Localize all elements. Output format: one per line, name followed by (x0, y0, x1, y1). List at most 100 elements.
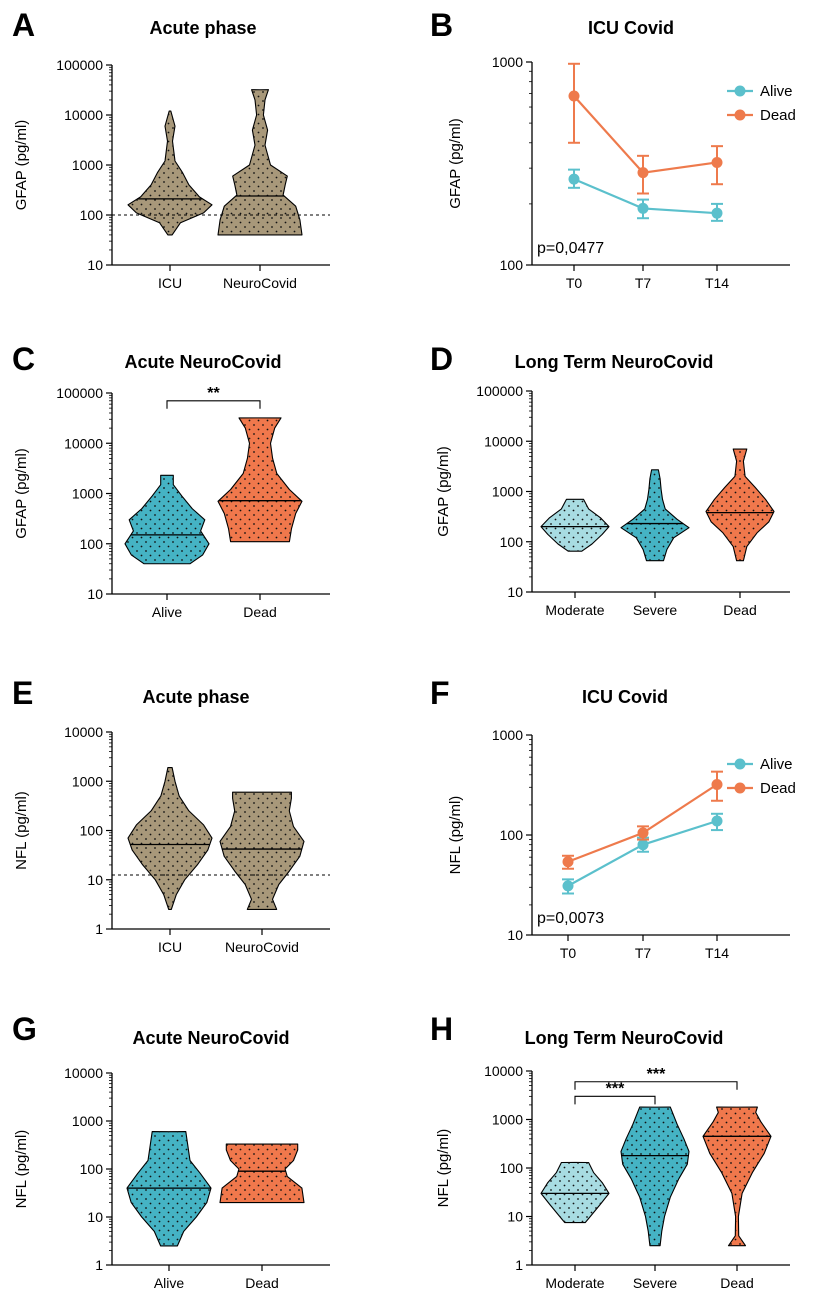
panel-letter: H (430, 1011, 453, 1047)
y-axis-label: NFL (pg/ml) (447, 796, 464, 875)
significance-bracket (574, 1095, 656, 1105)
panel-h: H Long Term NeuroCovid 1 10 100 1000 10000 NFL … (430, 1011, 790, 1291)
legend-marker (734, 85, 746, 97)
y-tick-label: 100 (500, 534, 524, 550)
x-tick-label: Dead (245, 1275, 278, 1291)
y-tick-label: 10000 (64, 107, 103, 123)
significance-label: ** (207, 385, 220, 402)
y-tick-label: 1000 (72, 486, 103, 502)
data-point (711, 778, 723, 790)
panel-e: E Acute phase 1 10 100 1000 10000 NFL (pg/ml) IC… (12, 675, 330, 955)
y-axis-label: GFAP (pg/ml) (435, 446, 452, 537)
violin-dots (541, 1162, 609, 1223)
violin-dots (128, 111, 212, 235)
panel-title: ICU Covid (582, 687, 668, 707)
y-tick-label: 10000 (484, 1063, 523, 1079)
y-tick-label: 1000 (72, 1113, 103, 1129)
x-tick-label: Dead (243, 604, 276, 620)
y-tick-label: 1000 (492, 727, 523, 743)
violin-dots (218, 89, 302, 235)
y-tick-label: 100 (500, 1160, 524, 1176)
significance-label: *** (606, 1080, 625, 1097)
panel-letter: C (12, 341, 35, 377)
violin-dots (703, 1107, 771, 1246)
x-tick-label: T7 (635, 275, 652, 291)
y-tick-label: 10 (87, 257, 103, 273)
y-tick-label: 100 (80, 1161, 104, 1177)
legend-marker (734, 109, 746, 121)
data-point (568, 90, 580, 102)
data-point (637, 202, 649, 214)
panel-title: Acute phase (149, 18, 256, 38)
y-tick-label: 10 (87, 1209, 103, 1225)
panel-title: Long Term NeuroCovid (525, 1028, 724, 1048)
x-tick-label: Severe (633, 602, 678, 618)
y-tick-label: 1000 (72, 157, 103, 173)
y-tick-label: 10 (507, 1209, 523, 1225)
x-tick-label: ICU (158, 275, 182, 291)
data-point (562, 880, 574, 892)
y-tick-label: 1 (95, 1257, 103, 1273)
x-tick-label: T0 (566, 275, 583, 291)
series-line-dead (573, 95, 718, 174)
violin-dots (541, 499, 609, 552)
panel-f: F ICU Covid 10 100 1000 NFL (pg/ml) T0 T7 T14 Ali… (430, 675, 796, 961)
panel-letter: D (430, 341, 453, 377)
panel-c: C Acute NeuroCovid 10 100 1000 10000 100000 GFA… (12, 341, 330, 620)
y-tick-label: 1000 (492, 54, 523, 70)
violin-dots (220, 792, 304, 910)
y-tick-label: 100 (500, 827, 524, 843)
data-point (637, 839, 649, 851)
y-tick-label: 10 (507, 927, 523, 943)
y-tick-label: 10 (507, 584, 523, 600)
y-tick-label: 100000 (56, 385, 103, 401)
x-tick-label: T14 (705, 945, 729, 961)
panel-a: A Acute phase 10 100 1000 10000 100000 GFAP (pg… (12, 7, 330, 291)
violin-dots (125, 475, 209, 564)
x-tick-label: Alive (152, 604, 183, 620)
x-tick-label: ICU (158, 939, 182, 955)
panel-title: Acute NeuroCovid (124, 352, 281, 372)
y-axis-label: GFAP (pg/ml) (13, 448, 30, 539)
y-axis-label: NFL (pg/ml) (13, 791, 30, 870)
y-tick-label: 10 (87, 586, 103, 602)
x-tick-label: NeuroCovid (223, 275, 297, 291)
y-tick-label: 10000 (64, 435, 103, 451)
legend-marker (734, 782, 746, 794)
y-tick-label: 100 (80, 536, 104, 552)
violin-dots (706, 449, 774, 561)
x-tick-label: Moderate (545, 602, 604, 618)
y-tick-label: 100000 (476, 383, 523, 399)
significance-bracket (166, 400, 261, 409)
x-tick-label: Dead (720, 1275, 753, 1291)
p-value: p=0,0073 (537, 910, 604, 927)
y-axis-label: NFL (pg/ml) (13, 1130, 30, 1209)
violin-dots (128, 767, 212, 910)
legend-marker (734, 758, 746, 770)
panel-title: Long Term NeuroCovid (515, 352, 714, 372)
y-tick-label: 1 (515, 1257, 523, 1273)
data-point (711, 815, 723, 827)
panel-d: D Long Term NeuroCovid 10 100 1000 10000 10000… (430, 341, 790, 618)
p-value: p=0,0477 (537, 240, 604, 257)
panel-letter: A (12, 7, 35, 43)
significance-bracket (574, 1081, 738, 1090)
x-tick-label: Dead (723, 602, 756, 618)
panel-letter: B (430, 7, 453, 43)
x-tick-label: NeuroCovid (225, 939, 299, 955)
panel-title: ICU Covid (588, 18, 674, 38)
y-tick-label: 1000 (492, 484, 523, 500)
violin-dots (621, 1107, 689, 1246)
y-axis-label: NFL (pg/ml) (435, 1129, 452, 1208)
data-point (711, 207, 723, 219)
panel-b: B ICU Covid 100 1000 GFAP (pg/ml) T0 T7 T14 Aliv… (430, 7, 796, 291)
y-tick-label: 100 (80, 207, 104, 223)
legend-label: Alive (760, 83, 793, 100)
x-tick-label: Severe (633, 1275, 678, 1291)
panel-g: G Acute NeuroCovid 1 10 100 1000 10000 NFL (pg/… (12, 1011, 330, 1291)
y-tick-label: 10000 (484, 433, 523, 449)
y-tick-label: 100000 (56, 57, 103, 73)
significance-label: *** (647, 1066, 666, 1083)
legend-label: Dead (760, 107, 796, 124)
